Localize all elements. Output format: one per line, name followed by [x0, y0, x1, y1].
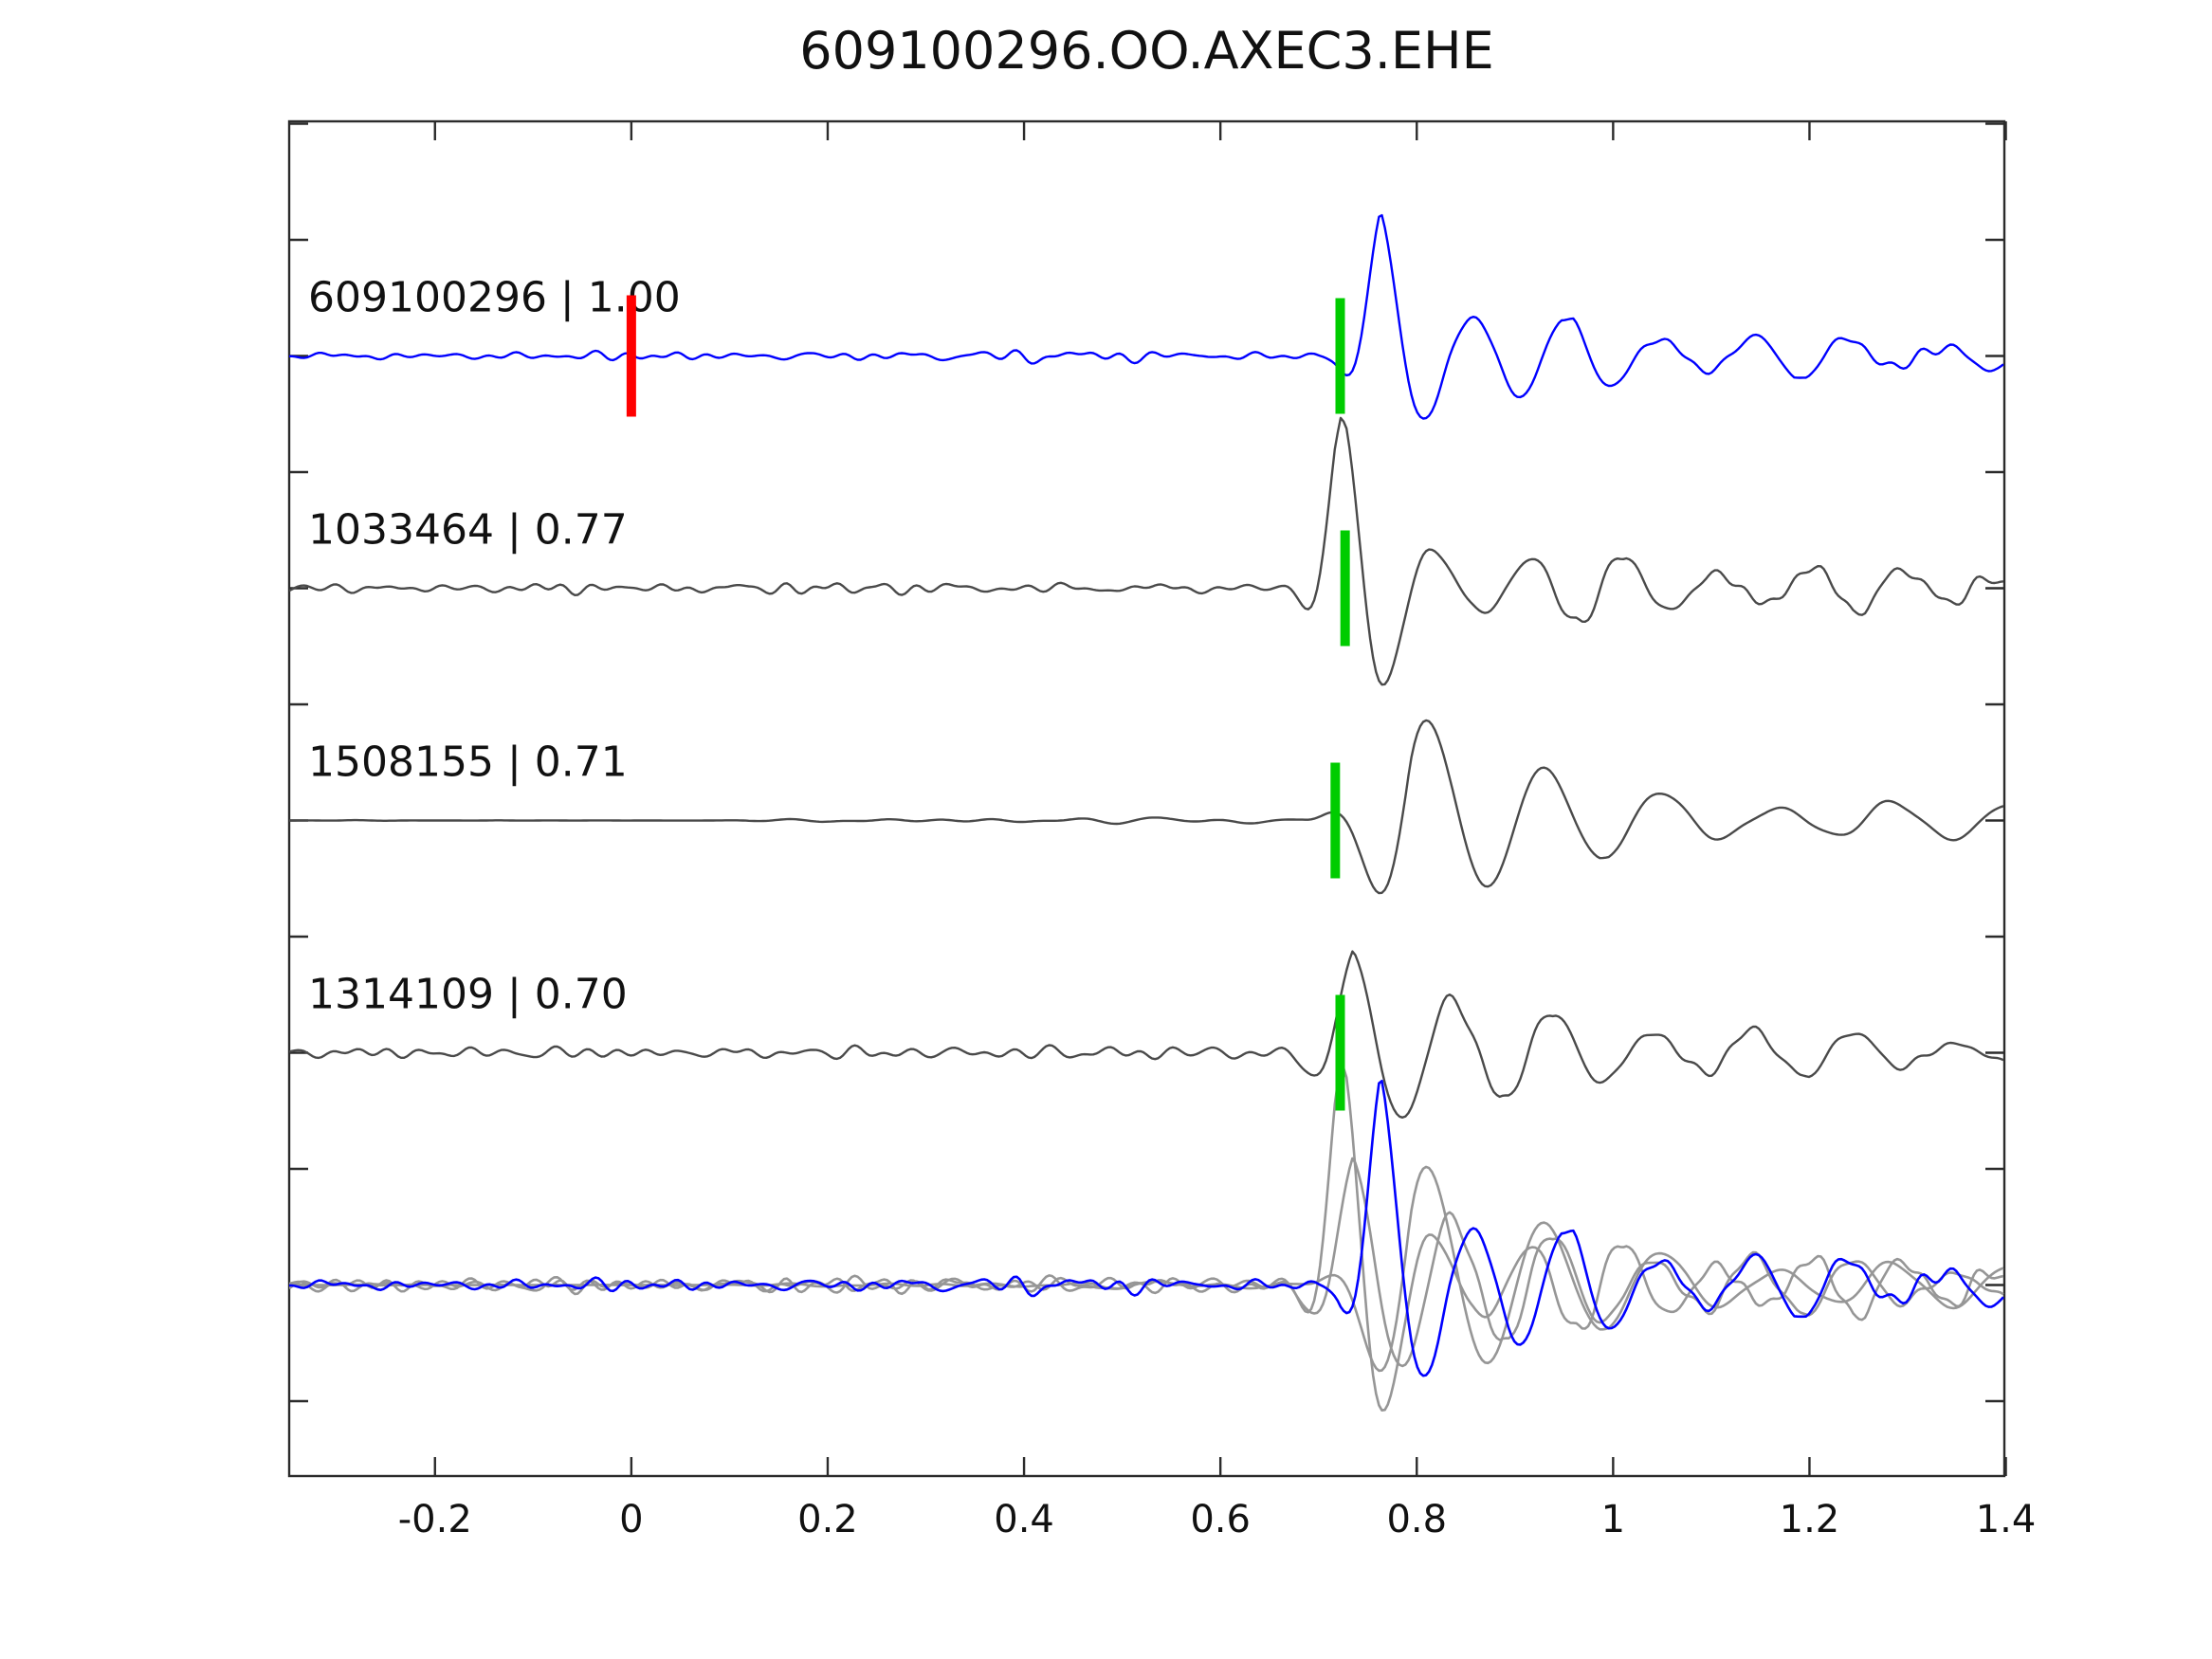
trace-label-1033464: 1033464 | 0.77: [308, 505, 628, 554]
overlay-trace-609100296: [289, 1080, 2004, 1377]
waveform-trace-609100296: [289, 213, 2004, 420]
x-tick-label: 0.2: [797, 1498, 858, 1541]
axes-frame: [287, 119, 2006, 1478]
x-tick-label: 1.2: [1779, 1498, 1840, 1541]
x-tick-label: -0.2: [397, 1498, 472, 1541]
waveform-trace-1508155: [289, 719, 2004, 895]
trace-label-1508155: 1508155 | 0.71: [308, 738, 628, 786]
overlay-trace-1508155: [289, 1165, 2004, 1373]
waveform-trace-1314109: [289, 950, 2004, 1119]
x-tick-label: 0.8: [1386, 1498, 1448, 1541]
chart-title: 609100296.OO.AXEC3.EHE: [799, 21, 1494, 81]
x-tick-label: 1: [1600, 1498, 1626, 1541]
trace-label-1314109: 1314109 | 0.70: [308, 970, 628, 1018]
overlay-trace-1314109: [289, 1157, 2004, 1368]
trace-label-609100296: 609100296 | 1.00: [308, 273, 681, 321]
waveform-trace-1033464: [289, 416, 2004, 686]
overlay-trace-1033464: [289, 1062, 2004, 1412]
x-tick-label: 0.6: [1190, 1498, 1251, 1541]
traces-group: [289, 213, 2004, 1412]
x-tick-label: 1.4: [1975, 1498, 2037, 1541]
x-tick-label: 0: [619, 1498, 644, 1541]
x-tick-label: 0.4: [994, 1498, 1054, 1541]
